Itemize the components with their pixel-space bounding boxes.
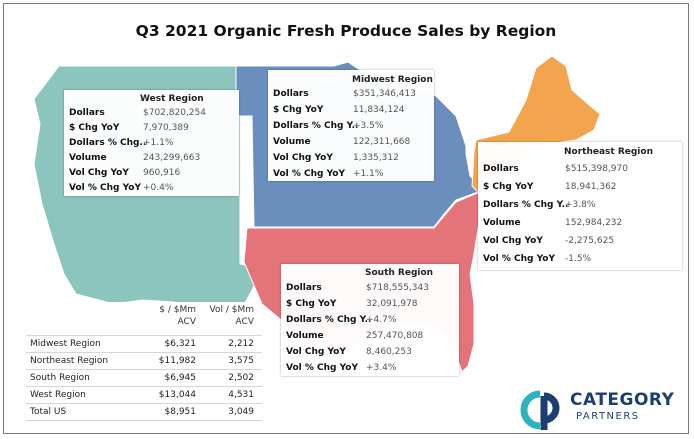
- table-row: South Region $6,945 2,502: [26, 369, 262, 386]
- cp-logo-mark-icon: [520, 390, 560, 430]
- category-partners-logo: CATEGORY PARTNERS: [516, 388, 688, 432]
- tooltip-northeast-region: Northeast Region Dollars $515,398,970 $ C…: [478, 142, 682, 270]
- tooltip-row: Volume 243,299,663: [69, 153, 201, 163]
- tooltip-row: Dollars % Chg Y.. +3.8%: [483, 200, 596, 210]
- column-header-vol-acv: Vol / $Mm ACV: [209, 305, 254, 327]
- tooltip-midwest-region: Midwest Region Dollars $351,346,413 $ Chg…: [268, 70, 434, 181]
- tooltip-row: Vol % Chg YoY +1.1%: [273, 169, 384, 179]
- tooltip-row: Dollars $351,346,413: [273, 89, 416, 99]
- tooltip-header: Northeast Region: [564, 147, 653, 157]
- tooltip-header: West Region: [140, 94, 204, 104]
- tooltip-row: $ Chg YoY 11,834,124: [273, 105, 405, 115]
- tooltip-row: Vol Chg YoY -2,275,625: [483, 236, 615, 246]
- table-row: Northeast Region $11,982 3,575: [26, 352, 262, 369]
- logo-word-category: CATEGORY: [570, 390, 675, 410]
- tooltip-row: Vol % Chg YoY +0.4%: [69, 183, 174, 193]
- tooltip-row: Vol Chg YoY 960,916: [69, 168, 181, 178]
- tooltip-row: Vol % Chg YoY -1.5%: [483, 254, 592, 264]
- tooltip-row: Dollars % Chg Y.. +3.5%: [273, 121, 384, 131]
- tooltip-row: Volume 152,984,232: [483, 218, 623, 228]
- table-row: Midwest Region $6,321 2,212: [26, 335, 262, 352]
- tooltip-row: Vol % Chg YoY +3.4%: [286, 363, 397, 373]
- tooltip-row: Dollars % Chg Y.. +4.7%: [286, 315, 397, 325]
- tooltip-header: Midwest Region: [352, 75, 433, 85]
- tooltip-row: $ Chg YoY 32,091,978: [286, 299, 418, 309]
- tooltip-row: Dollars $718,555,343: [286, 283, 429, 293]
- acv-table: $ / $Mm ACV Vol / $Mm ACV Midwest Region $…: [26, 302, 262, 430]
- tooltip-row: Dollars $702,820,254: [69, 108, 206, 118]
- tooltip-row: Volume 257,470,808: [286, 331, 424, 341]
- column-header-dollars-acv: $ / $Mm ACV: [159, 305, 196, 327]
- table-row: West Region $13,044 4,531: [26, 386, 262, 403]
- tooltip-west-region: West Region Dollars $702,820,254 $ Chg Yo…: [64, 90, 239, 196]
- dashboard-frame: Q3 2021 Organic Fresh Produce Sales by R…: [3, 3, 689, 434]
- tooltip-row: $ Chg YoY 18,941,362: [483, 182, 617, 192]
- logo-word-partners: PARTNERS: [576, 411, 640, 422]
- tooltip-row: Vol Chg YoY 8,460,253: [286, 347, 412, 357]
- tooltip-row: Dollars $515,398,970: [483, 164, 628, 174]
- tooltip-header: South Region: [365, 268, 434, 278]
- table-row: Total US $8,951 3,049: [26, 403, 262, 421]
- tooltip-south-region: South Region Dollars $718,555,343 $ Chg Y…: [281, 264, 459, 376]
- tooltip-row: Volume 122,311,668: [273, 137, 411, 147]
- tooltip-row: $ Chg YoY 7,970,389: [69, 123, 189, 133]
- tooltip-row: Vol Chg YoY 1,335,312: [273, 153, 399, 163]
- tooltip-row: Dollars % Chg.. +1.1%: [69, 138, 174, 148]
- chart-title: Q3 2021 Organic Fresh Produce Sales by R…: [135, 22, 557, 40]
